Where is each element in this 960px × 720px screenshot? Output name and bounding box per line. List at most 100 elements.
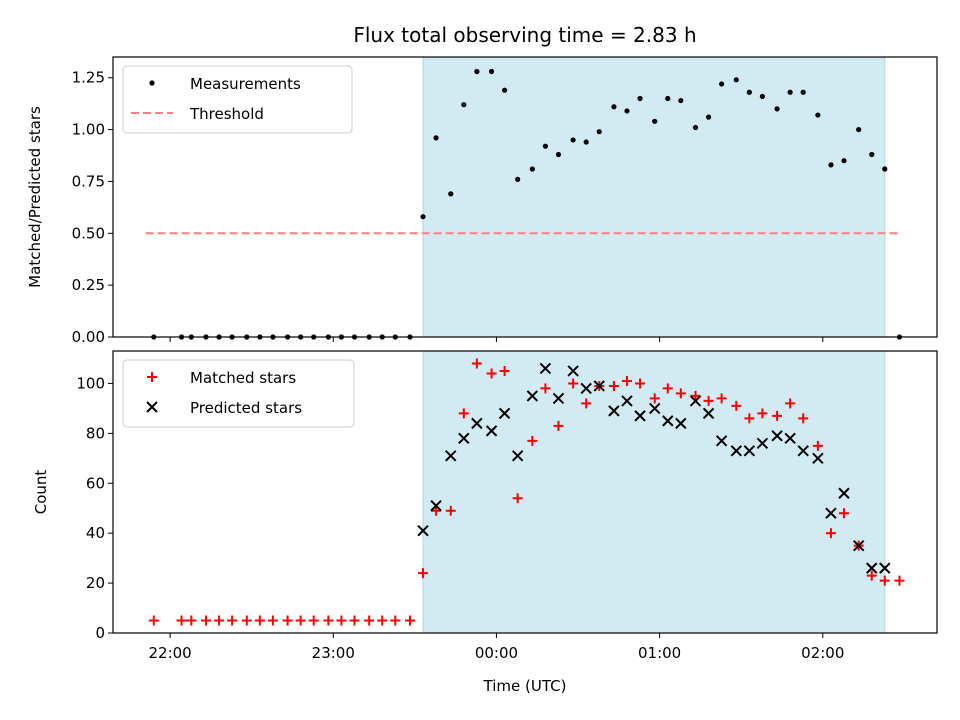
data-point <box>731 400 742 411</box>
data-point <box>621 375 632 386</box>
y-tick-label: 100 <box>76 374 105 392</box>
x-tick-label: 22:00 <box>148 644 191 662</box>
data-point <box>649 402 661 415</box>
ratio-panel: 0.00 0.25 0.50 0.75 1.00 1.25 Matched/Predicte… <box>26 56 938 346</box>
data-point <box>649 393 660 404</box>
data-point <box>730 445 743 457</box>
data-point <box>148 615 159 626</box>
data-point <box>771 430 783 442</box>
legend-label: Measurements <box>190 75 301 93</box>
y-tick-label: 0.25 <box>72 276 105 294</box>
data-point <box>511 450 524 462</box>
data-point <box>733 77 739 83</box>
data-point <box>744 413 755 424</box>
data-point <box>390 615 401 626</box>
data-point <box>787 89 793 95</box>
data-point <box>336 615 347 626</box>
data-point <box>201 615 212 626</box>
data-point <box>349 615 360 626</box>
data-point <box>856 126 862 133</box>
data-point <box>430 500 442 512</box>
data-point <box>798 413 809 424</box>
series-matched-stars <box>148 358 905 626</box>
data-point <box>515 176 521 182</box>
data-point <box>596 129 602 135</box>
legend-dot-marker <box>149 80 155 86</box>
data-point <box>448 191 454 197</box>
data-point <box>418 568 429 579</box>
data-point <box>675 388 686 399</box>
x-tick-label: 00:00 <box>475 644 518 662</box>
data-point <box>675 417 687 430</box>
data-point <box>540 383 551 394</box>
x-axis-title: Time (UTC) <box>483 677 567 695</box>
data-point <box>377 615 388 626</box>
data-point <box>665 95 671 102</box>
observing-window-span <box>422 350 886 634</box>
data-point <box>568 378 579 389</box>
data-point <box>812 452 824 465</box>
data-point <box>757 408 768 419</box>
data-point <box>580 382 592 395</box>
data-point <box>838 508 849 519</box>
data-point <box>879 562 891 574</box>
y-tick-label: 0.50 <box>72 224 105 242</box>
legend-frame <box>122 65 353 134</box>
data-point <box>282 615 293 626</box>
data-point <box>652 118 658 124</box>
series-predicted-stars <box>417 362 891 574</box>
legend: Matched stars Predicted stars <box>122 359 355 428</box>
x-tick-label: 02:00 <box>801 644 844 662</box>
data-point <box>570 137 576 143</box>
legend-plus-marker <box>147 372 157 382</box>
data-point <box>474 68 480 75</box>
data-point <box>323 615 334 626</box>
y-tick-label: 0.75 <box>72 172 105 190</box>
data-point <box>364 615 375 626</box>
data-point <box>838 487 850 499</box>
data-point <box>471 358 482 369</box>
data-point <box>458 432 470 445</box>
data-point <box>812 440 823 451</box>
legend-label: Threshold <box>189 105 264 123</box>
data-point <box>499 365 510 376</box>
data-point <box>176 615 187 626</box>
data-point <box>567 365 579 377</box>
data-point <box>186 615 197 626</box>
data-point <box>593 380 605 392</box>
data-point <box>690 390 701 401</box>
data-point <box>719 81 725 87</box>
data-point <box>486 368 497 379</box>
data-point <box>227 615 238 626</box>
y-axis-title: Matched/Predicted stars <box>26 106 44 288</box>
data-point <box>702 407 715 420</box>
data-point <box>869 151 875 158</box>
x-tick-label: 23:00 <box>312 644 355 662</box>
data-point <box>705 114 712 120</box>
data-point <box>866 570 877 581</box>
data-point <box>308 615 319 626</box>
y-tick-label: 0 <box>95 624 105 642</box>
data-point <box>716 393 727 404</box>
data-point <box>583 139 589 145</box>
data-point <box>461 102 467 108</box>
data-point <box>458 408 469 419</box>
data-point <box>542 143 548 149</box>
data-point <box>825 528 836 539</box>
data-point <box>828 162 834 168</box>
data-point <box>404 615 415 626</box>
data-point <box>241 615 252 626</box>
y-tick-label: 40 <box>86 524 105 542</box>
data-point <box>759 93 766 100</box>
data-point <box>295 615 306 626</box>
data-point <box>774 106 780 112</box>
data-point <box>254 615 265 626</box>
data-point <box>488 68 495 75</box>
legend-label: Matched stars <box>190 369 296 387</box>
legend-label: Predicted stars <box>190 399 302 417</box>
data-point <box>689 395 702 407</box>
data-point <box>743 445 756 457</box>
data-point <box>552 392 565 405</box>
legend-x-marker <box>146 401 158 413</box>
data-point <box>553 420 564 431</box>
